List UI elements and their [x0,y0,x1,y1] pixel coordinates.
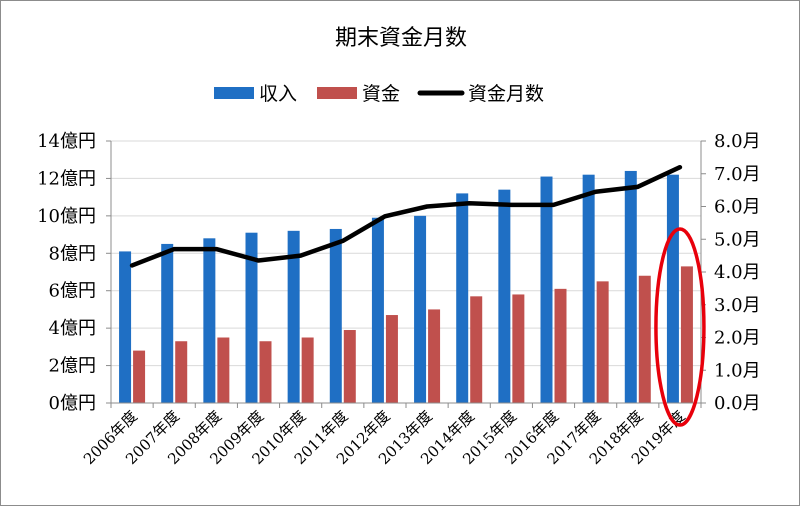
y-right-tick-label: 7.0月 [714,164,761,185]
bar-income [582,174,595,403]
y-axis-left: 0億円 2億円 4億円 6億円 8億円 10億円 12億円 14億円 [37,131,112,414]
y-right-tick-label: 6.0月 [714,197,761,218]
bar-funds [554,288,567,403]
bar-funds [133,350,146,403]
y-left-tick-label: 4億円 [49,318,96,339]
bar-income [624,170,637,403]
y-left-tick-label: 10億円 [37,206,96,227]
y-left-tick-label: 6億円 [49,281,96,302]
bar-income [287,230,300,403]
bar-income [371,217,384,403]
bar-income [329,228,342,403]
line-series [129,164,683,268]
legend: 収入 資金 資金月数 [214,83,544,105]
y-right-tick-label: 4.0月 [714,262,761,283]
legend-swatch-funds [317,87,357,99]
bar-funds [259,341,272,403]
bars [119,170,693,403]
bar-funds [175,341,188,403]
y-left-tick-label: 2億円 [49,356,96,377]
y-left-tick-label: 12億円 [37,168,96,189]
bar-funds [428,309,441,403]
bar-income [119,251,132,403]
bar-funds [217,337,230,403]
bar-funds [512,294,525,403]
gridlines [111,140,701,404]
y-left-tick-label: 0億円 [49,393,96,414]
bar-income [414,215,427,403]
bar-income [161,243,174,403]
highlight-annotation [654,227,706,427]
bar-income [498,189,511,403]
line-funds-months [129,164,683,268]
bar-income [245,232,258,403]
legend-label: 収入 [259,83,297,105]
highlight-ellipse [654,227,706,427]
y-right-tick-label: 8.0月 [714,131,761,152]
legend-label: 資金月数 [468,83,544,105]
y-right-tick-label: 1.0月 [714,360,761,381]
bar-income [666,174,679,403]
bar-funds [638,275,651,403]
bar-income [540,176,553,403]
bar-funds [343,330,356,403]
y-left-tick-label: 8億円 [49,243,96,264]
legend-label: 資金 [362,83,400,105]
y-right-tick-label: 3.0月 [714,295,761,316]
y-right-tick-label: 0.0月 [714,393,761,414]
bar-funds [385,315,398,403]
x-axis: 2006年度2007年度2008年度2009年度2010年度2011年度2012… [80,402,702,468]
bar-income [203,238,216,403]
bar-funds [680,266,693,403]
y-right-tick-label: 2.0月 [714,328,761,349]
y-axis-right: 0.0月 1.0月 2.0月 3.0月 4.0月 5.0月 6.0月 7.0月 8.0月 [700,131,761,414]
y-left-tick-label: 14億円 [37,131,96,152]
bar-funds [470,296,483,403]
bar-income [456,193,469,403]
y-right-tick-label: 5.0月 [714,229,761,250]
chart-title: 期末資金月数 [335,26,467,51]
bar-funds [301,337,314,403]
legend-swatch-income [214,87,254,99]
bar-funds [596,281,609,403]
